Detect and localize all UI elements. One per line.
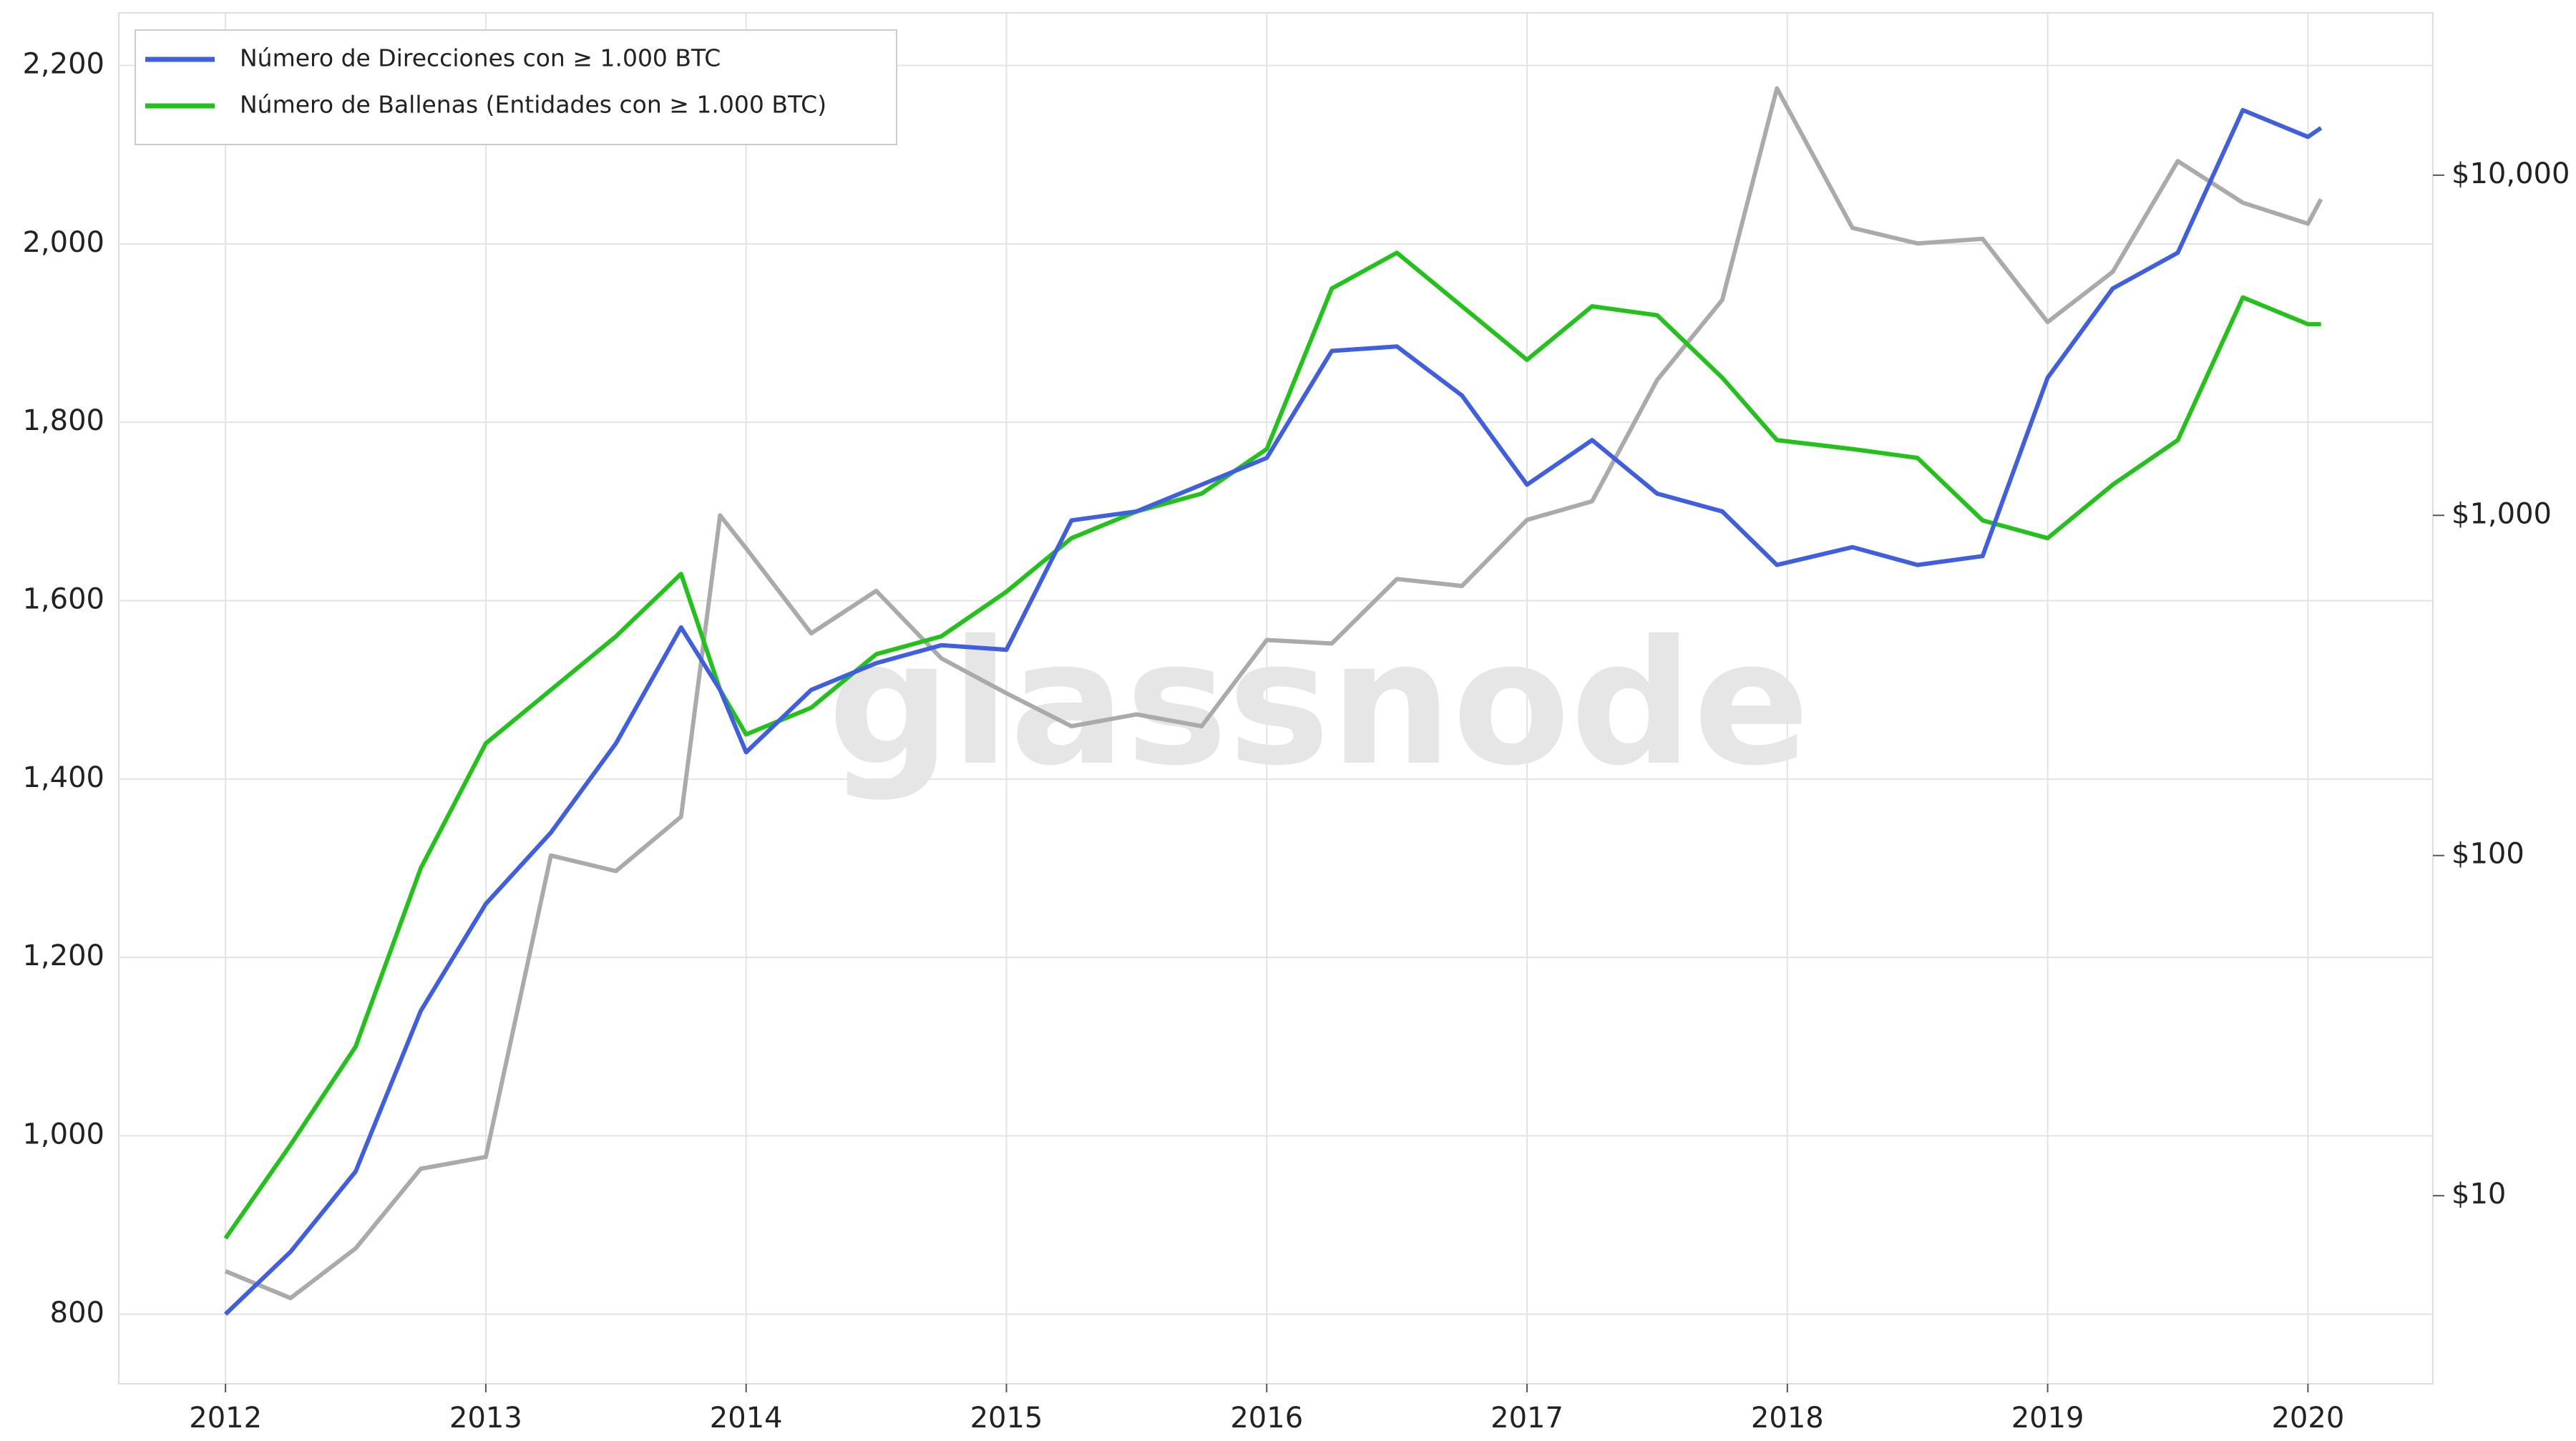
legend-label: Número de Ballenas (Entidades con ≥ 1.00… xyxy=(240,91,826,119)
legend-label: Número de Direcciones con ≥ 1.000 BTC xyxy=(240,44,721,72)
series-line xyxy=(224,86,2323,1301)
series-line xyxy=(224,107,2323,1316)
y2-tick-label: $10,000 xyxy=(2451,157,2570,190)
y-tick-label: 1,000 xyxy=(22,1118,104,1151)
x-tick-label: 2014 xyxy=(710,1402,783,1435)
y-tick-label: 1,600 xyxy=(22,582,104,615)
legend-box xyxy=(135,29,897,145)
x-tick-label: 2018 xyxy=(1751,1402,1824,1435)
x-tick-label: 2015 xyxy=(970,1402,1043,1435)
x-tick-label: 2012 xyxy=(189,1402,262,1435)
x-tick-label: 2013 xyxy=(449,1402,522,1435)
y2-tick-label: $1,000 xyxy=(2451,497,2552,530)
y-tick-label: 1,800 xyxy=(22,404,104,437)
y2-tick-label: $10 xyxy=(2451,1178,2506,1211)
y-tick-label: 800 xyxy=(50,1296,104,1329)
y-tick-label: 1,400 xyxy=(22,761,104,794)
x-tick-label: 2016 xyxy=(1230,1402,1303,1435)
y-tick-label: 1,200 xyxy=(22,939,104,972)
y2-tick-label: $100 xyxy=(2451,838,2524,871)
x-tick-label: 2020 xyxy=(2271,1402,2344,1435)
x-tick-label: 2019 xyxy=(2011,1402,2084,1435)
y-tick-label: 2,000 xyxy=(22,226,104,259)
y-tick-label: 2,200 xyxy=(22,48,104,81)
x-tick-label: 2017 xyxy=(1491,1402,1563,1435)
watermark: glassnode xyxy=(828,603,1810,803)
plot-frame xyxy=(118,12,2434,1384)
series-line xyxy=(223,250,2321,1240)
